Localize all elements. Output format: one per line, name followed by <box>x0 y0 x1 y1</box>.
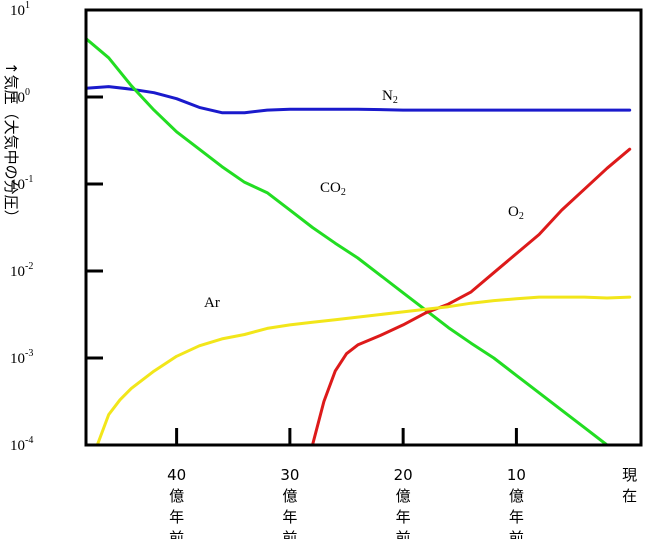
svg-text:現: 現 <box>622 466 637 484</box>
y-tick-label: 10-3 <box>10 348 33 367</box>
svg-text:40: 40 <box>167 466 186 484</box>
x-tick-label: 40 億年前 <box>167 466 186 539</box>
plot-frame <box>84 8 643 447</box>
series-line-ar <box>95 295 632 445</box>
svg-text:億: 億 <box>396 487 411 505</box>
x-tick-label: 20 億年前 <box>394 466 413 539</box>
series-labels: N2 CO2 O2 Ar <box>204 88 524 311</box>
y-tick-label: 10-4 <box>10 435 33 454</box>
svg-text:20: 20 <box>394 466 413 484</box>
svg-text:年: 年 <box>509 508 524 526</box>
svg-text:年: 年 <box>169 508 184 526</box>
svg-text:前: 前 <box>282 529 297 539</box>
series-label-o2: O2 <box>508 204 524 222</box>
series-line-n2 <box>86 85 632 115</box>
series-label-n2: N2 <box>382 88 398 106</box>
y-tick-label: 10-2 <box>10 261 33 280</box>
series-line-co2 <box>86 37 610 445</box>
x-tick-label: 30 億年前 <box>280 466 299 539</box>
svg-text:在: 在 <box>622 487 637 505</box>
y-axis-title: ↑気圧（大気中の分圧） <box>2 62 20 225</box>
y-axis: 101 100 10-1 10-2 10-3 10-4 <box>10 0 103 454</box>
y-tick-label: 101 <box>10 0 30 19</box>
svg-text:年: 年 <box>282 508 297 526</box>
svg-text:前: 前 <box>169 529 184 539</box>
series-layer <box>86 37 632 445</box>
svg-text:億: 億 <box>282 487 297 505</box>
x-tick-label: 10 億年前 <box>507 466 526 539</box>
x-tick-label: 現在 <box>622 466 637 505</box>
svg-text:30: 30 <box>280 466 299 484</box>
svg-text:前: 前 <box>396 529 411 539</box>
svg-text:億: 億 <box>169 487 184 505</box>
svg-text:前: 前 <box>509 529 524 539</box>
svg-text:億: 億 <box>509 487 524 505</box>
series-label-co2: CO2 <box>320 180 346 198</box>
series-label-ar: Ar <box>204 295 220 311</box>
svg-text:年: 年 <box>396 508 411 526</box>
y-tick-label: 100 <box>10 87 30 106</box>
svg-text:10: 10 <box>507 466 526 484</box>
y-tick-label: 10-1 <box>10 174 33 193</box>
